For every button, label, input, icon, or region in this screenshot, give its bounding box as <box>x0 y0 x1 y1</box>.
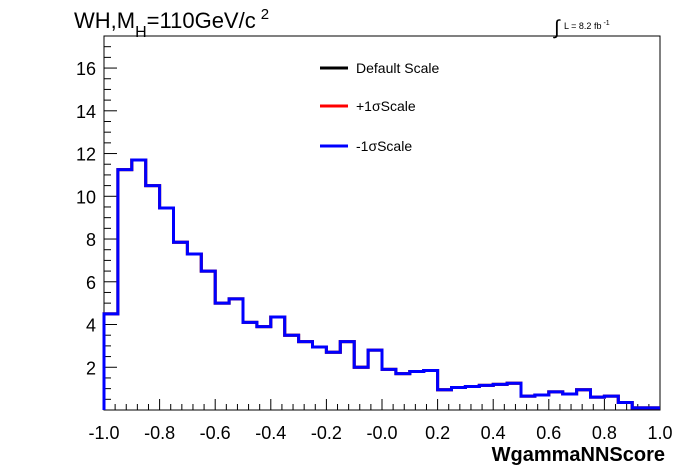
x-tick-label: 1.0 <box>647 423 672 443</box>
series-line-0 <box>102 158 660 410</box>
integral-sign: ∫ <box>554 17 560 39</box>
x-tick-label: -1.0 <box>88 423 119 443</box>
y-tick-label: 2 <box>86 358 96 378</box>
series-line-2 <box>102 158 660 410</box>
histogram-series <box>102 158 660 410</box>
luminosity-unit-exponent: -1 <box>603 20 610 27</box>
title-subscript: H <box>135 24 147 41</box>
legend-label-default: Default Scale <box>356 60 439 76</box>
legend: Default Scale +1σScale -1σScale <box>320 60 439 154</box>
series-line-1 <box>102 158 660 410</box>
title-rest: =110GeV/c <box>146 8 256 33</box>
y-tick-label: 6 <box>86 273 96 293</box>
luminosity-value: L = 8.2 fb <box>564 21 602 31</box>
y-tick-label: 4 <box>86 316 96 336</box>
x-tick-label: -0.0 <box>366 423 397 443</box>
y-tick-label: 16 <box>76 59 96 79</box>
x-axis-label: WgammaNNScore <box>492 444 665 466</box>
y-tick-label: 8 <box>86 230 96 250</box>
x-tick-label: -0.6 <box>200 423 231 443</box>
legend-label-plus: +1σScale <box>356 98 416 114</box>
x-axis-ticks: -1.0 -0.8 -0.6 -0.4 -0.2 -0.0 0.2 0.4 0.6 0.8 1.0 <box>88 399 673 443</box>
y-tick-label: 10 <box>76 187 96 207</box>
luminosity-label: ∫ L = 8.2 fb -1 <box>554 12 610 39</box>
x-tick-label: -0.4 <box>255 423 286 443</box>
legend-label-minus: -1σScale <box>356 138 412 154</box>
x-tick-label: 0.2 <box>425 423 450 443</box>
x-tick-label: -0.2 <box>311 423 342 443</box>
title-main: WH,M <box>74 8 136 33</box>
x-tick-label: -0.8 <box>144 423 175 443</box>
title-superscript: 2 <box>260 6 270 23</box>
x-tick-label: 0.6 <box>536 423 561 443</box>
y-tick-label: 12 <box>76 145 96 165</box>
y-tick-label: 14 <box>76 102 96 122</box>
chart-title: WH,MH=110GeV/c 2 <box>74 6 270 41</box>
x-tick-label: 0.8 <box>592 423 617 443</box>
y-axis-ticks: 2 4 6 8 10 12 14 16 <box>76 46 117 400</box>
x-tick-label: 0.4 <box>481 423 506 443</box>
